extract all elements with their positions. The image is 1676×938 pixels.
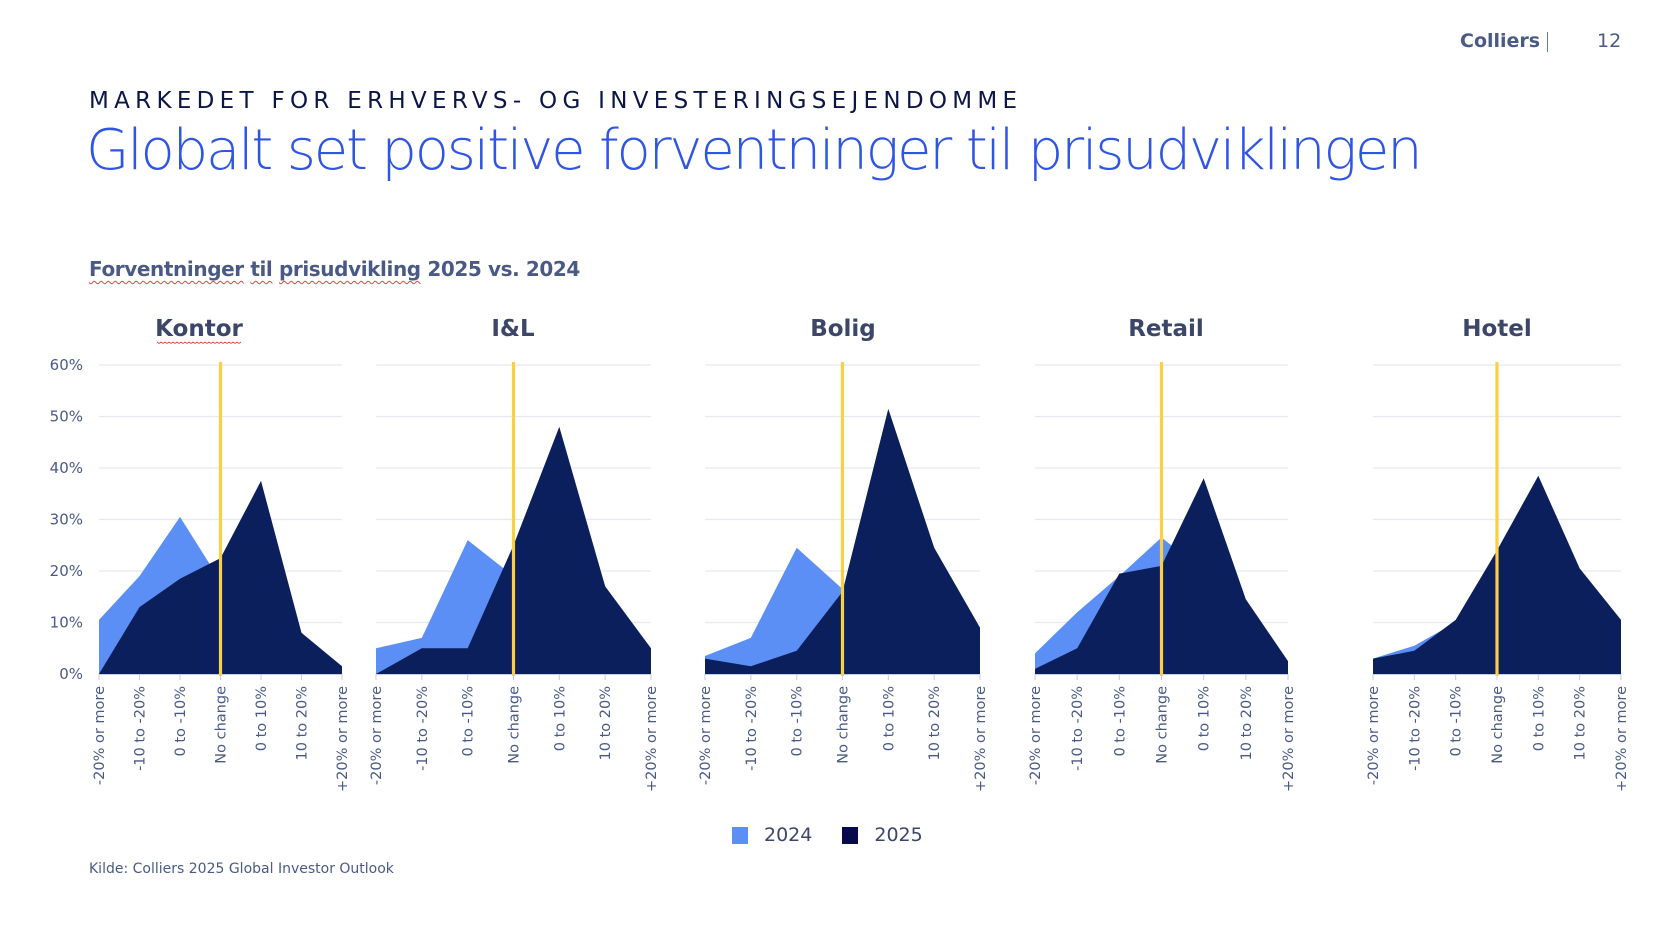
x-tick-label: 0 to 10% — [254, 686, 270, 751]
legend-item-2025[interactable]: 2025 — [842, 824, 923, 846]
x-tick-label: -20% or more — [369, 686, 385, 785]
x-tick-label: 0 to -10% — [173, 686, 189, 756]
area-series-2025 — [705, 408, 980, 674]
x-tick-label: No change — [1490, 686, 1506, 764]
x-tick-label: 0 to 10% — [552, 686, 568, 751]
y-tick-label: 10% — [50, 614, 83, 632]
x-tick-label: -10 to -20% — [133, 686, 149, 771]
brand-separator — [1547, 32, 1548, 52]
y-tick-label: 40% — [50, 459, 83, 477]
x-tick-label: 10 to 20% — [927, 686, 943, 760]
brand-logo: Colliers — [1460, 30, 1541, 52]
x-tick-label: -10 to -20% — [1070, 686, 1086, 771]
legend: 2024 2025 — [732, 824, 953, 846]
x-tick-label: No change — [836, 686, 852, 764]
legend-swatch-2024 — [732, 826, 748, 844]
x-tick-label: -10 to -20% — [1407, 686, 1423, 771]
x-tick-label: 0 to -10% — [461, 686, 477, 756]
x-tick-label: 10 to 20% — [295, 686, 311, 760]
chart-title-il: I&L — [491, 316, 535, 342]
x-tick-label: 0 to -10% — [1112, 686, 1128, 756]
y-tick-label: 0% — [59, 665, 83, 683]
source-note: Kilde: Colliers 2025 Global Investor Out… — [89, 861, 394, 877]
x-tick-label: 0 to -10% — [790, 686, 806, 756]
x-tick-label: -10 to -20% — [415, 686, 431, 771]
x-tick-label: +20% or more — [335, 686, 351, 792]
y-tick-label: 20% — [50, 562, 83, 580]
x-tick-label: 0 to 10% — [1197, 686, 1213, 751]
chart-title-kontor: Kontor — [155, 316, 243, 342]
legend-swatch-2025 — [842, 826, 859, 844]
legend-item-2024[interactable]: 2024 — [732, 824, 812, 846]
page-number: 12 — [1597, 30, 1622, 52]
x-tick-label: +20% or more — [644, 686, 660, 792]
subtitle-word: prisudvikling — [278, 257, 421, 281]
x-tick-label: 10 to 20% — [1573, 686, 1589, 760]
chart-title-bolig: Bolig — [810, 316, 876, 342]
x-tick-label: No change — [214, 686, 230, 764]
chart-title-hotel: Hotel — [1462, 316, 1532, 342]
subtitle-word: Forventninger — [89, 257, 244, 281]
x-tick-label: No change — [507, 686, 523, 764]
x-tick-label: 0 to 10% — [881, 686, 897, 751]
x-tick-label: No change — [1155, 686, 1171, 764]
legend-label-2025: 2025 — [874, 824, 923, 846]
x-tick-label: -20% or more — [1366, 686, 1382, 785]
chart-subtitle: Forventninger til prisudvikling 2025 vs.… — [89, 257, 580, 281]
x-tick-label: -20% or more — [1028, 686, 1044, 785]
x-tick-label: -20% or more — [698, 686, 714, 785]
x-tick-label: 10 to 20% — [598, 686, 614, 760]
x-tick-label: +20% or more — [1614, 686, 1630, 792]
section-eyebrow: MARKEDET FOR ERHVERVS- OG INVESTERINGSEJ… — [89, 88, 1023, 114]
spellcheck-underline — [156, 341, 242, 344]
subtitle-word: 2025 vs. 2024 — [427, 257, 580, 281]
subtitle-word: til — [250, 257, 273, 281]
x-tick-label: 0 to 10% — [1531, 686, 1547, 751]
y-tick-label: 30% — [50, 511, 83, 529]
y-tick-label: 60% — [50, 356, 83, 374]
x-tick-label: +20% or more — [1281, 686, 1297, 792]
x-tick-label: 0 to -10% — [1449, 686, 1465, 756]
page-title: Globalt set positive forventninger til p… — [86, 118, 1423, 183]
x-tick-label: +20% or more — [973, 686, 989, 792]
chart-title-retail: Retail — [1128, 316, 1204, 342]
charts-panel: Kontor 0% 10% 20% 30% 40% 50% 60% -20% or more -1… — [50, 316, 1630, 792]
x-tick-label: -20% or more — [92, 686, 108, 785]
y-tick-label: 50% — [50, 408, 83, 426]
x-tick-label: -10 to -20% — [744, 686, 760, 771]
x-tick-label: 10 to 20% — [1239, 686, 1255, 760]
legend-label-2024: 2024 — [764, 824, 813, 846]
